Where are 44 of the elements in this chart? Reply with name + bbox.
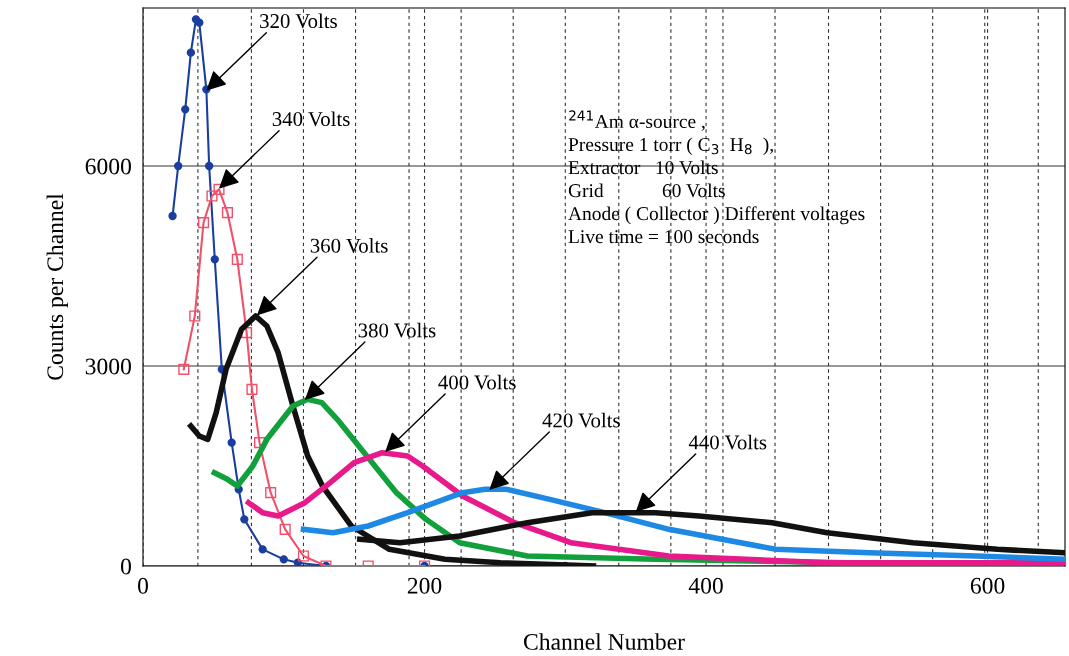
point (227, 438, 236, 447)
annotation: Extractor 10 Volts (568, 160, 718, 175)
x-axis-title: Channel Number (523, 633, 685, 650)
point (279, 555, 288, 564)
point (206, 190, 218, 202)
point (279, 523, 291, 535)
point (174, 161, 183, 171)
x-tick-label: 600 (970, 577, 1005, 594)
point (189, 310, 201, 322)
point (195, 18, 204, 27)
annotation: 440 Volts (688, 434, 767, 450)
y-tick-label: 0 (120, 558, 131, 575)
x-tick-label: 0 (138, 577, 148, 594)
annotation: 400 Volts (438, 374, 516, 390)
annotation: Live time = 100 seconds (568, 229, 759, 244)
point (197, 217, 210, 229)
point (210, 255, 219, 264)
x-tick-label: 400 (688, 577, 723, 594)
y-tick-label: 3000 (85, 358, 131, 375)
point (204, 161, 214, 171)
point (246, 383, 258, 395)
point (186, 48, 196, 57)
annotation: $^{241}$Am α-source , (569, 110, 705, 131)
point (258, 545, 267, 554)
point (297, 550, 310, 562)
point (181, 105, 190, 114)
point (221, 207, 234, 219)
annotation: 340 Volts (272, 111, 350, 127)
annotation: Grid 60 Volts (568, 183, 725, 198)
annotation: 420 Volts (542, 412, 620, 428)
annotation: Pressure 1 torr ( C$_{3}$ H$_{8}$ ), (568, 137, 773, 156)
point (178, 363, 190, 375)
annotation: 380 Volts (358, 322, 436, 338)
annotation: 360 Volts (310, 238, 388, 253)
point (168, 211, 177, 221)
annotation: 320 Volts (260, 13, 337, 29)
y-tick-label: 6000 (85, 158, 131, 175)
point (231, 253, 243, 265)
point (265, 487, 277, 499)
y-axis-title: Counts per Channel (46, 193, 68, 380)
point (240, 515, 249, 524)
annotation: Anode ( Collector ) Different voltages (568, 206, 865, 225)
point (213, 183, 225, 195)
x-tick-label: 200 (407, 577, 442, 594)
